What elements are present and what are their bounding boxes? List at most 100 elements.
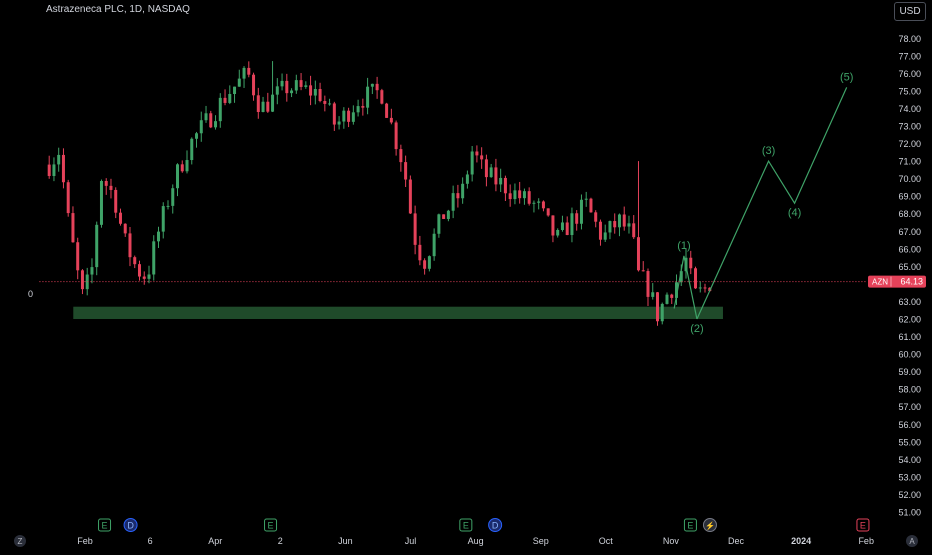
candle-body-118 [608,221,612,233]
tz-icon-bg [14,535,26,547]
candle-body-75 [404,162,408,180]
wave-label-4: (4) [788,207,801,219]
price-tick-label: 57.00 [898,402,921,412]
candle-body-61 [337,121,341,125]
dividend-marker-icon-letter: D [492,521,499,531]
candle-body-107 [556,230,560,236]
earnings-marker-icon[interactable]: E [856,518,870,532]
candle-body-8 [85,274,89,290]
price-tick-label: 60.00 [898,350,921,360]
split-marker-icon-letter: ⚡ [705,521,715,531]
price-tick-label: 52.00 [898,490,921,500]
candle-body-64 [351,112,355,122]
price-tick-label: 78.00 [898,34,921,44]
wave-projection-layer: (1) (2) (3) (4) (5) [673,71,853,335]
candle-body-133 [679,271,683,283]
candle-body-4 [66,182,70,214]
candle-body-66 [361,106,365,108]
candle-body-98 [513,190,517,200]
candle-body-121 [622,214,626,227]
candle-body-97 [508,193,512,200]
candle-body-63 [347,110,351,122]
candle-body-82 [437,214,441,234]
earnings-marker-icon[interactable]: E [683,518,697,532]
time-label: Aug [468,536,484,546]
candle-body-33 [204,113,208,121]
candle-body-58 [323,100,327,104]
candle-body-77 [413,213,417,245]
chart-title: Astrazeneca PLC, 1D, NASDAQ [46,4,190,15]
dividend-marker-icon[interactable]: D [123,518,138,532]
candle-body-0 [47,164,51,177]
candle-body-27 [176,164,180,189]
candle-body-137 [698,287,702,289]
candle-body-44 [256,95,260,113]
candle-body-13 [109,185,113,190]
price-tick-label: 73.00 [898,122,921,132]
time-label: Feb [77,536,93,546]
time-label: 2024 [791,536,811,546]
price-tick-label: 65.00 [898,262,921,272]
earnings-marker-icon-frame [856,518,870,532]
dividend-marker-icon[interactable]: D [488,518,503,532]
support-zone [73,306,723,319]
auto-scale-icon[interactable]: A [906,535,918,547]
wave-label-5: (5) [840,71,853,83]
candle-body-50 [285,80,289,94]
earnings-marker-icon-letter: E [463,521,469,531]
price-tick-label: 54.00 [898,455,921,465]
time-label: Nov [663,536,680,546]
price-axis[interactable]: 51.00 52.00 53.00 54.00 55.00 56.00 57.00 58.00… [868,34,926,518]
price-tag-value: 64.13 [900,277,923,287]
candle-body-83 [442,214,446,219]
earnings-marker-icon-frame [98,518,112,532]
candle-body-85 [451,193,455,211]
candle-body-26 [171,188,175,206]
time-axis[interactable]: Feb 6 Apr 2 Jun Jul Aug Sep Oct Nov Dec 2024 Feb Z A [14,535,918,547]
price-tick-label: 55.00 [898,437,921,447]
earnings-marker-icon-letter: E [687,521,693,531]
price-tick-label: 66.00 [898,244,921,254]
candle-body-42 [247,67,251,75]
candle-body-17 [128,233,132,258]
candle-body-76 [408,179,412,214]
split-marker-icon-frame [702,518,717,532]
earnings-marker-icon-letter: E [860,521,866,531]
candle-body-29 [185,160,189,172]
tz-icon[interactable]: Z [14,535,26,547]
candles-layer [47,61,712,326]
candle-body-88 [465,174,469,184]
candle-body-71 [385,103,389,118]
split-marker-icon[interactable]: ⚡ [702,518,717,532]
candle-body-2 [57,154,61,165]
candle-body-120 [617,214,621,228]
candle-body-128 [655,292,659,322]
earnings-marker-icon[interactable]: E [264,518,278,532]
candle-body-65 [356,106,360,113]
candle-body-32 [199,120,203,134]
currency-button[interactable]: USD [894,2,926,21]
candle-body-49 [280,80,284,87]
candle-body-94 [494,167,498,185]
candle-body-109 [565,222,569,236]
candle-body-91 [480,155,484,160]
time-label: 2 [278,536,283,546]
price-tick-label: 68.00 [898,209,921,219]
wave-label-1: (1) [677,240,690,252]
candle-body-51 [290,90,294,94]
candle-body-122 [627,223,631,227]
earnings-marker-icon[interactable]: E [98,518,112,532]
earnings-marker-icon[interactable]: E [459,518,473,532]
candle-body-136 [694,268,698,289]
candle-body-100 [522,191,526,199]
candle-body-38 [228,94,232,103]
candle-body-5 [71,213,75,243]
candle-body-20 [142,276,146,279]
candle-body-127 [651,292,655,297]
candle-body-40 [237,78,241,87]
candle-body-37 [223,97,227,103]
auto-scale-icon-bg [906,535,918,547]
event-markers[interactable]: E D E E D E ⚡ E [98,518,870,532]
